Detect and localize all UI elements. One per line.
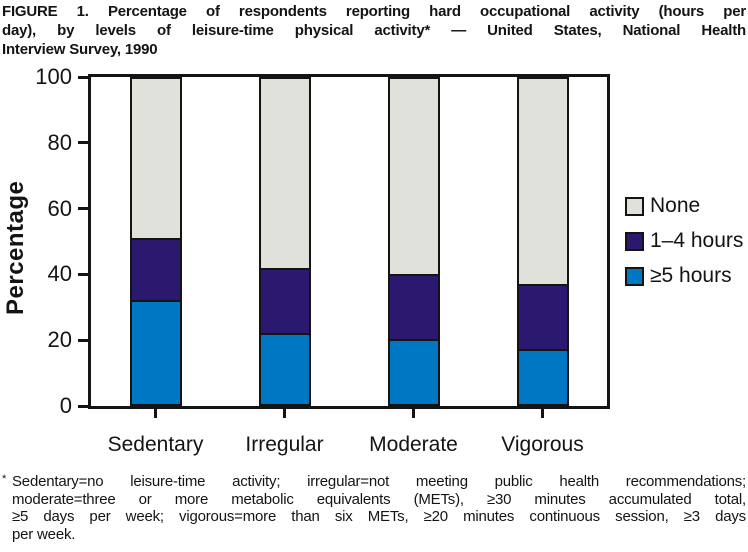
footnote-line-1: Sedentary=no leisure-time activity; irre… (12, 473, 746, 490)
legend-label-ge-5-hours: ≥5 hours (650, 264, 732, 287)
figure-title: FIGURE 1. Percentage of respondents repo… (2, 2, 746, 59)
footnote: * Sedentary=no leisure-time activity; ir… (2, 473, 746, 543)
x-axis-label-sedentary: Sedentary (107, 433, 204, 456)
x-tick-vigorous (541, 409, 544, 418)
y-tick-100 (78, 75, 88, 79)
y-tick-label-20: 20 (47, 327, 72, 353)
figure-title-line-2: day), by levels of leisure-time physical… (2, 22, 746, 39)
y-tick-40 (78, 272, 88, 276)
bar-irregular-segment-ge-5-hours (260, 332, 309, 404)
bar-vigorous-segment-1-4-hours (518, 283, 567, 349)
legend-label-1-4-hours: 1–4 hours (650, 229, 744, 252)
legend-item-none: None (625, 194, 743, 218)
y-tick-label-0: 0 (59, 393, 72, 418)
y-tick-80 (78, 141, 88, 145)
x-axis-label-vigorous: Vigorous (501, 433, 584, 456)
legend-item-1-4-hours: 1–4 hours (625, 229, 743, 253)
bar-moderate-segment-ge-5-hours (389, 339, 438, 404)
x-tick-irregular (283, 409, 286, 418)
y-tick-label-100: 100 (35, 64, 72, 89)
bar-moderate-segment-none (389, 79, 438, 274)
y-tick-label-40: 40 (47, 261, 72, 287)
y-tick-20 (78, 338, 88, 342)
plot-area: 0 20 40 60 80 100 Sedentary Irregular Moderate Vi… (35, 64, 610, 456)
legend-swatch-1-4-hours (625, 231, 644, 251)
y-tick-60 (78, 207, 88, 211)
x-tick-sedentary (154, 409, 157, 418)
y-axis-label: Percentage (2, 180, 29, 316)
y-tick-label-80: 80 (47, 129, 72, 155)
bar-irregular (258, 77, 311, 406)
x-tick-moderate (412, 409, 415, 418)
bar-sedentary-segment-none (131, 79, 180, 239)
bar-vigorous-segment-ge-5-hours (518, 348, 567, 404)
x-axis-label-irregular: Irregular (245, 433, 324, 456)
bar-moderate-segment-1-4-hours (389, 274, 438, 339)
bar-sedentary-segment-1-4-hours (131, 238, 180, 300)
legend-label-none: None (650, 194, 701, 217)
legend-swatch-none (625, 196, 644, 216)
bar-sedentary-segment-ge-5-hours (131, 300, 180, 404)
bar-vigorous (516, 77, 569, 406)
footnote-marker: * (2, 473, 7, 485)
bar-sedentary (129, 77, 182, 406)
footnote-line-4: per week. (12, 525, 76, 543)
figure-title-line-3: Interview Survey, 1990 (2, 41, 158, 58)
y-tick-0 (78, 404, 88, 408)
bar-irregular-segment-none (260, 79, 309, 268)
bar-vigorous-segment-none (518, 79, 567, 284)
footnote-line-2: moderate=three or more metabolic equival… (12, 490, 746, 508)
legend-item-ge-5-hours: ≥5 hours (625, 264, 743, 288)
bar-moderate (387, 77, 440, 406)
footnote-line-3: ≥5 days per week; vigorous=more than six… (12, 508, 746, 525)
x-axis-label-moderate: Moderate (369, 433, 458, 456)
bar-irregular-segment-1-4-hours (260, 267, 309, 333)
y-tick-label-60: 60 (47, 195, 72, 221)
legend: None 1–4 hours ≥5 hours (625, 194, 743, 299)
figure-title-line-1: FIGURE 1. Percentage of respondents repo… (2, 3, 746, 20)
legend-swatch-ge-5-hours (625, 266, 644, 286)
